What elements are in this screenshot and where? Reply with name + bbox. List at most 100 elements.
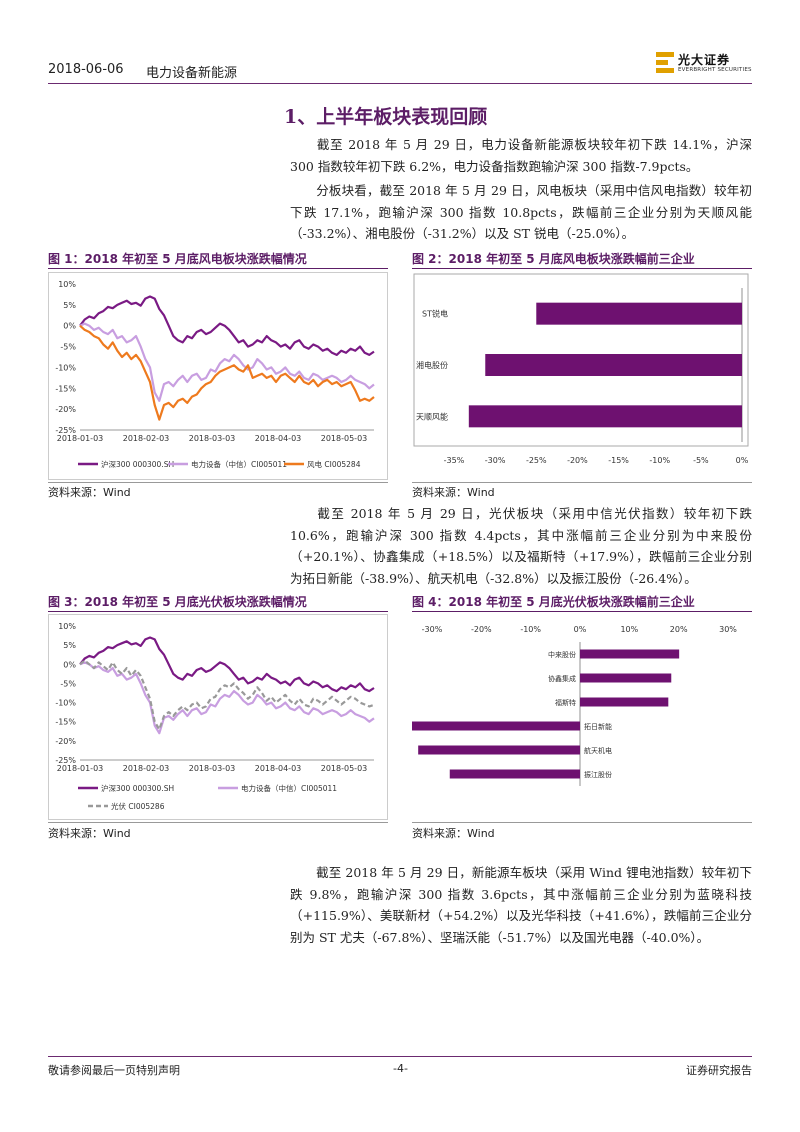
series-line-2 (79, 659, 375, 731)
chart-border (48, 272, 388, 480)
fig4-source: 资料来源：Wind (412, 827, 495, 840)
category-label-3: 拓日新能 (584, 722, 612, 731)
everbright-logo: 光大证券 EVERBRIGHT SECURITIES (656, 50, 752, 78)
x-tick-label: 2018-05-03 (321, 764, 368, 773)
x-tick-label: 2018-02-03 (123, 434, 170, 443)
x-tick-label: -5% (693, 456, 709, 465)
x-tick-label: 0% (736, 456, 749, 465)
category-label-4: 航天机电 (584, 746, 612, 755)
x-tick-label: 2018-03-03 (189, 434, 236, 443)
y-tick-label: -25% (55, 426, 76, 435)
category-label-1: 湘电股份 (416, 360, 448, 370)
y-tick-label: -25% (55, 756, 76, 765)
y-tick-label: 10% (58, 622, 76, 631)
fig3-source-rule (48, 822, 388, 823)
fig3-chart: 10% 5% 0% -5% -10% -15% -20% -25% 2018-01-03 2018… (48, 614, 388, 820)
bar-0 (580, 649, 680, 659)
section-title: 1、上半年板块表现回顾 (284, 106, 488, 128)
fig3-title-rule (48, 611, 388, 612)
category-label-2: 福斯特 (555, 698, 576, 707)
chart-frame (413, 273, 749, 447)
x-tick-label: -35% (444, 456, 465, 465)
bar-2 (468, 405, 742, 428)
legend-label-1: 电力设备（中信）CI005011 (191, 459, 287, 469)
bar-0 (536, 302, 742, 325)
x-tick-label: 10% (620, 625, 638, 634)
bar-1 (580, 673, 672, 683)
fig2-title: 图 2：2018 年初至 5 月底风电板块涨跌幅前三企业 (412, 252, 695, 266)
legend-label-0: 沪深300 000300.SH (101, 783, 174, 793)
y-tick-label: 5% (63, 301, 76, 310)
x-tick-label: 2018-04-03 (255, 434, 302, 443)
paragraph-3: 截至 2018 年 5 月 29 日，光伏板块（采用中信光伏指数）较年初下跌 1… (290, 503, 752, 589)
paragraph-2-text: 分板块看，截至 2018 年 5 月 29 日，风电板块（采用中信风电指数）较年… (290, 183, 752, 241)
series-line-0 (79, 636, 375, 693)
x-tick-label: -20% (567, 456, 588, 465)
chart-border (48, 614, 388, 820)
category-label-5: 振江股份 (584, 770, 612, 779)
logo-cn-text: 光大证券 (678, 53, 731, 67)
fig2-source-rule (412, 482, 752, 483)
x-tick-label: -30% (422, 625, 443, 634)
fig2-chart: -35% -30% -25% -20% -15% -10% -5% 0% ST锐电 湘电股份 天顺风… (412, 272, 752, 480)
y-tick-label: -15% (55, 384, 76, 393)
paragraph-3-text: 截至 2018 年 5 月 29 日，光伏板块（采用中信光伏指数）较年初下跌 1… (290, 506, 752, 586)
x-tick-label: -10% (649, 456, 670, 465)
series-line-1 (79, 322, 375, 402)
fig4-svg: -30% -20% -10% 0% 10% 20% 30% 中来股份协鑫集成福斯特拓日新能航天… (388, 625, 737, 786)
fig2-svg: -35% -30% -25% -20% -15% -10% -5% 0% ST锐电湘电股份天顺风… (413, 273, 749, 465)
category-label-2: 天顺风能 (416, 411, 448, 421)
fig1-title: 图 1：2018 年初至 5 月底风电板块涨跌幅情况 (48, 252, 307, 266)
logo-mark-icon (656, 52, 674, 74)
series-line-0 (79, 295, 375, 357)
x-tick-label: -25% (526, 456, 547, 465)
paragraph-4-text: 截至 2018 年 5 月 29 日，新能源车板块（采用 Wind 锂电池指数）… (290, 865, 752, 945)
fig1-source-rule (48, 482, 388, 483)
x-tick-label: 20% (670, 625, 688, 634)
y-tick-label: -10% (55, 363, 76, 372)
fig1-title-rule (48, 268, 388, 269)
page-number: -4- (393, 1062, 408, 1075)
y-tick-label: -20% (55, 737, 76, 746)
fig1-svg: 10% 5% 0% -5% -10% -15% -20% -25%2018-01-03 2018… (48, 272, 388, 480)
bar-2 (580, 697, 669, 707)
legend-label-1: 电力设备（中信）CI005011 (241, 783, 337, 793)
category-label-1: 协鑫集成 (548, 674, 576, 683)
fig4-chart: -30% -20% -10% 0% 10% 20% 30% 中来股份 协鑫集成 福斯特 拓日新能 航天… (388, 614, 752, 820)
fig3-title: 图 3：2018 年初至 5 月底光伏板块涨跌幅情况 (48, 595, 307, 609)
fig1-source: 资料来源：Wind (48, 486, 131, 499)
fig4-title: 图 4：2018 年初至 5 月底光伏板块涨跌幅前三企业 (412, 595, 695, 609)
legend-label-2: 风电 CI005284 (307, 459, 361, 469)
paragraph-1: 截至 2018 年 5 月 29 日，电力设备新能源板块较年初下跌 14.1%，… (290, 134, 752, 177)
x-tick-label: -20% (471, 625, 492, 634)
bar-5 (449, 769, 580, 779)
fig3-source: 资料来源：Wind (48, 827, 131, 840)
x-tick-label: 2018-05-03 (321, 434, 368, 443)
x-tick-label: -30% (485, 456, 506, 465)
fig4-title-rule (412, 611, 752, 612)
report-date: 2018-06-06 (48, 62, 124, 77)
series-line-1 (79, 661, 375, 735)
fig2-title-rule (412, 268, 752, 269)
paragraph-2: 分板块看，截至 2018 年 5 月 29 日，风电板块（采用中信风电指数）较年… (290, 180, 752, 245)
fig4-source-rule (412, 822, 752, 823)
fig1-chart: 10% 5% 0% -5% -10% -15% -20% -25% 2018-01-03 2018… (48, 272, 388, 480)
y-tick-label: 0% (63, 660, 76, 669)
category-label-0: 中来股份 (548, 650, 576, 659)
y-tick-label: 10% (58, 280, 76, 289)
fig3-svg: 10% 5% 0% -5% -10% -15% -20% -25%2018-01-03 2018… (48, 614, 388, 820)
y-tick-label: -5% (60, 343, 76, 352)
page-footer: 敬请参阅最后一页特别声明 -4- 证券研究报告 (48, 1056, 752, 1082)
x-tick-label: 2018-01-03 (57, 434, 104, 443)
bar-4 (418, 745, 580, 755)
x-tick-label: 2018-01-03 (57, 764, 104, 773)
y-tick-label: -15% (55, 718, 76, 727)
y-tick-label: -10% (55, 699, 76, 708)
bar-1 (485, 354, 742, 376)
page-header: 2018-06-06 电力设备新能源 光大证券 EVERBRIGHT SECUR… (48, 50, 752, 84)
x-tick-label: 30% (719, 625, 737, 634)
x-tick-label: 2018-03-03 (189, 764, 236, 773)
x-tick-label: 2018-02-03 (123, 764, 170, 773)
report-category: 电力设备新能源 (146, 66, 238, 81)
footer-disclaimer: 敬请参阅最后一页特别声明 (48, 1064, 180, 1077)
